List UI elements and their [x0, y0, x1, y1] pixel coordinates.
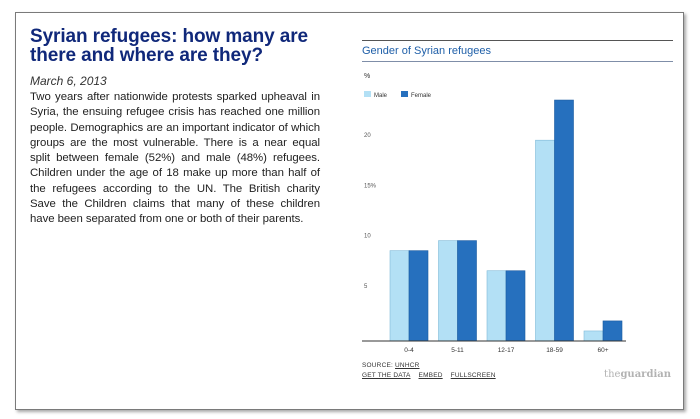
- get-the-data-link[interactable]: GET THE DATA: [362, 372, 411, 379]
- chart-title: Gender of Syrian refugees: [362, 45, 492, 57]
- source-label: SOURCE:: [362, 362, 394, 369]
- article-body: Two years after nationwide protests spar…: [30, 91, 320, 226]
- x-tick-label: 12-17: [498, 347, 515, 354]
- article-date: March 6, 2013: [30, 74, 107, 88]
- article: Syrian refugees: how many are there and …: [30, 27, 320, 228]
- article-headline: Syrian refugees: how many are there and …: [30, 26, 308, 66]
- y-tick-label: 15%: [364, 183, 377, 189]
- chart-panel: Gender of Syrian refugees % Male Female 5 10…: [362, 40, 673, 390]
- bar-female-12-17: [505, 270, 526, 342]
- y-tick-label: 5: [364, 284, 368, 290]
- bar-female-0-4: [408, 250, 429, 342]
- chart-top-rule: [362, 40, 673, 41]
- bar-male-0-4: [389, 250, 410, 342]
- source-line: SOURCE: UNHCR: [362, 362, 426, 369]
- legend-label-male: Male: [374, 93, 388, 99]
- chart-links: GET THE DATA EMBED FULLSCREEN: [362, 372, 502, 379]
- bar-female-60+: [602, 320, 623, 342]
- x-tick-label: 5-11: [451, 347, 464, 354]
- bar-female-5-11: [457, 240, 477, 342]
- x-tick-label: 18-59: [546, 347, 563, 354]
- x-tick-label: 0-4: [404, 347, 414, 354]
- y-axis-unit-label: %: [364, 73, 370, 80]
- bar-female-18-59: [554, 99, 574, 342]
- legend-label-female: Female: [411, 93, 432, 99]
- y-tick-label: 10: [364, 234, 371, 240]
- embed-link[interactable]: EMBED: [418, 372, 443, 379]
- bar-male-5-11: [438, 240, 458, 342]
- x-tick-label: 60+: [597, 347, 608, 354]
- bar-chart: % Male Female 5 10 15% 20 0-4 5-11 12-17 18-59 60+: [362, 73, 626, 354]
- fullscreen-link[interactable]: FULLSCREEN: [450, 372, 496, 379]
- guardian-logo: theguardian: [604, 369, 671, 380]
- bar-male-18-59: [535, 139, 555, 342]
- legend-swatch-male: [364, 91, 371, 97]
- bar-male-12-17: [486, 270, 507, 342]
- legend-swatch-female: [401, 91, 408, 97]
- chart-title-rule: [362, 61, 673, 62]
- bar-male-60+: [583, 330, 604, 342]
- source-link[interactable]: UNHCR: [395, 362, 420, 369]
- y-tick-label: 20: [364, 133, 371, 139]
